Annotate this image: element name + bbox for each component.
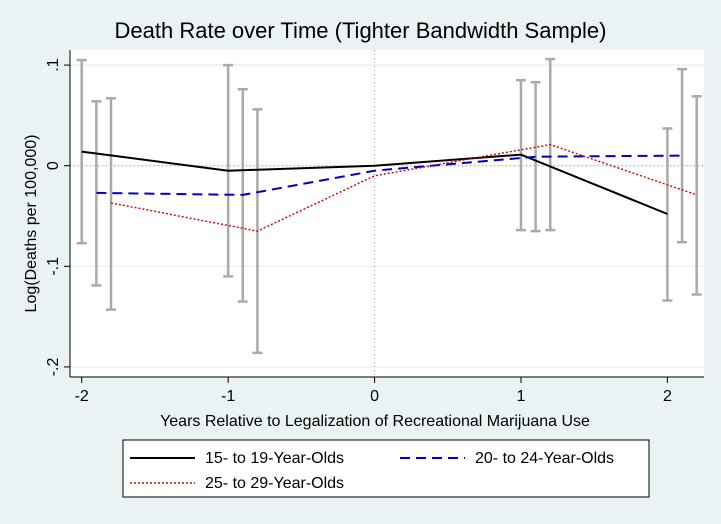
series-line-2 (110, 143, 697, 232)
ci-bar-s2-0 (105, 97, 116, 311)
legend-label: 25- to 29-Year-Olds (205, 475, 344, 492)
y-tick-label-1: 0 (45, 161, 62, 170)
x-tick-label-2: 0 (370, 388, 379, 405)
x-tick-label-3: 1 (517, 388, 526, 405)
x-tick-label-4: 2 (663, 388, 672, 405)
ci-bar-s1-3 (530, 80, 541, 233)
legend: 15- to 19-Year-Olds 20- to 24-Year-Olds 25… (122, 439, 650, 498)
legend-item-1: 20- to 24-Year-Olds (400, 450, 614, 467)
series-line-0 (81, 150, 668, 215)
y-axis-label: Log(Deaths per 100,000) (23, 135, 40, 313)
legend-box (122, 439, 650, 498)
y-tick-label-3: -.2 (45, 358, 62, 377)
ci-bar-s0-4 (662, 127, 673, 302)
ci-bar-s1-0 (91, 100, 102, 287)
ci-bar-s1-4 (677, 67, 688, 244)
y-tick-label-2: -.1 (45, 257, 62, 276)
series-line-1 (96, 154, 683, 196)
y-tick-label-0: .1 (45, 58, 62, 71)
legend-item-0: 15- to 19-Year-Olds (130, 450, 344, 467)
legend-label: 20- to 24-Year-Olds (475, 450, 614, 467)
x-axis-label: Years Relative to Legalization of Recrea… (160, 413, 590, 430)
legend-label: 15- to 19-Year-Olds (205, 450, 344, 467)
plot-area (70, 50, 704, 377)
ci-bar-s2-4 (691, 95, 702, 296)
legend-item-2: 25- to 29-Year-Olds (130, 475, 344, 492)
x-tick-label-1: -1 (221, 388, 235, 405)
x-tick-label-0: -2 (75, 388, 89, 405)
chart-title: Death Rate over Time (Tighter Bandwidth … (114, 18, 607, 43)
